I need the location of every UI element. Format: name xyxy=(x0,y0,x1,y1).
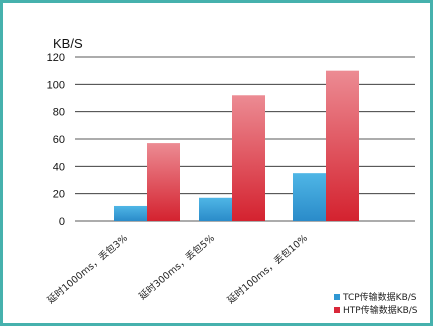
bar-htp-3 xyxy=(326,70,359,222)
bar-tcp-2 xyxy=(199,197,232,221)
y-tick-label: 0 xyxy=(59,216,65,228)
bar-tcp-1 xyxy=(114,205,147,221)
bar-htp-2 xyxy=(232,95,265,221)
y-tick-label: 120 xyxy=(47,52,65,64)
x-category-label: 延时100ms，丢包10% xyxy=(225,232,310,306)
y-unit-label: KB/S xyxy=(53,36,83,51)
legend-swatch-tcp xyxy=(334,294,340,300)
x-category-label: 延时1000ms，丢包3% xyxy=(45,232,130,306)
y-tick-label: 40 xyxy=(53,161,65,173)
legend-label-htp: HTP传输数据KB/S xyxy=(343,304,418,316)
y-tick-label: 60 xyxy=(53,134,65,146)
bars xyxy=(114,70,359,222)
y-tick-label: 20 xyxy=(53,189,65,201)
y-tick-label: 80 xyxy=(53,107,65,119)
bar-tcp-3 xyxy=(293,173,326,221)
x-category-label: 延时300ms，丢包5% xyxy=(137,232,217,302)
bar-htp-1 xyxy=(147,143,180,221)
bar-chart: 0 20 40 60 80 100 120 KB/S 延时1000ms，丢包3% 延时300m… xyxy=(45,36,418,316)
legend-label-tcp: TCP传输数据KB/S xyxy=(342,291,417,303)
y-tick-label: 100 xyxy=(47,79,65,91)
legend-swatch-htp xyxy=(334,307,340,313)
